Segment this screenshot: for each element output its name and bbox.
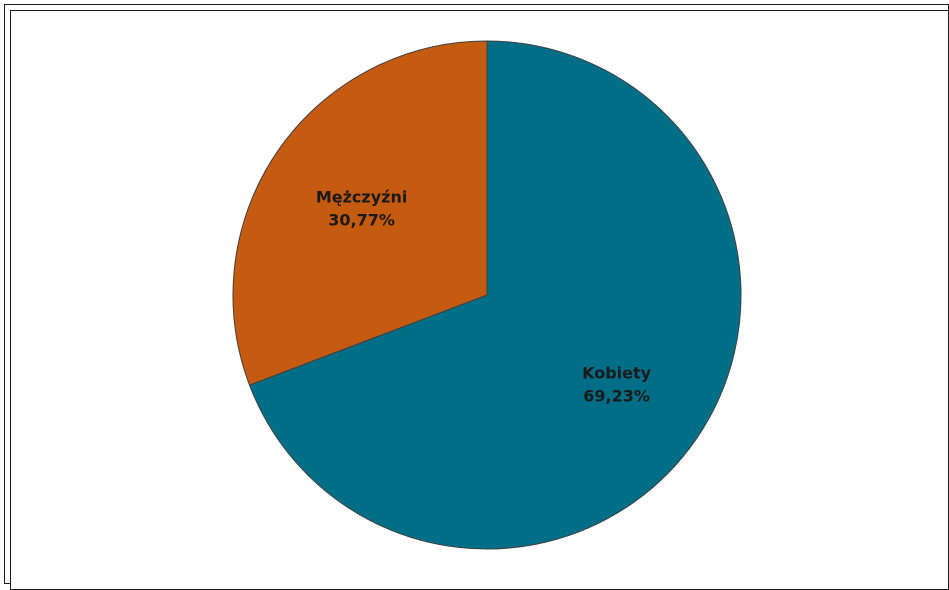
data-label-category: Mężczyźni: [316, 187, 408, 206]
pie-slice-mężczyźni: [232, 40, 488, 386]
data-label-value: 30,77%: [328, 210, 395, 229]
data-label-category: Kobiety: [582, 363, 652, 382]
pie-slice-kobiety: [248, 40, 742, 550]
pie-chart: Kobiety 69,23% Mężczyźni 30,77%: [232, 40, 742, 550]
pie-data-labels: Kobiety 69,23% Mężczyźni 30,77%: [316, 187, 652, 405]
pie-slices: [232, 40, 742, 550]
data-label-value: 69,23%: [583, 386, 650, 405]
